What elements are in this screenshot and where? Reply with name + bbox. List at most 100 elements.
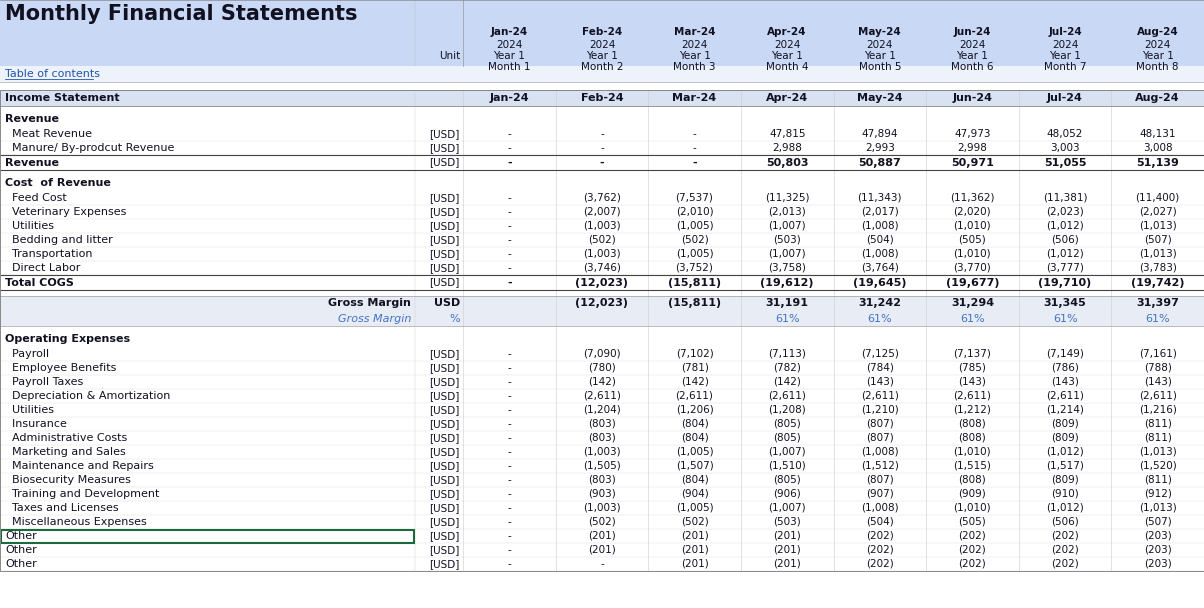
Text: (1,008): (1,008)	[861, 447, 898, 457]
Text: (2,611): (2,611)	[1046, 391, 1084, 401]
Text: -: -	[507, 363, 512, 373]
Text: (1,013): (1,013)	[1139, 503, 1176, 513]
Text: 31,294: 31,294	[951, 299, 995, 308]
Text: 61%: 61%	[775, 314, 799, 323]
Text: -: -	[507, 531, 512, 541]
Text: (785): (785)	[958, 363, 986, 373]
Text: (11,400): (11,400)	[1135, 193, 1180, 203]
Text: [USD]: [USD]	[430, 461, 460, 471]
Bar	[0, 191, 1204, 205]
Text: Jul-24: Jul-24	[1047, 93, 1084, 103]
Text: (201): (201)	[588, 545, 615, 555]
Text: (784): (784)	[866, 363, 893, 373]
Text: (7,537): (7,537)	[675, 193, 714, 203]
Text: 51,139: 51,139	[1137, 157, 1179, 167]
Text: [USD]: [USD]	[430, 391, 460, 401]
Text: Year 1: Year 1	[679, 51, 710, 61]
Text: -: -	[600, 559, 604, 569]
Text: (1,010): (1,010)	[954, 447, 991, 457]
Text: (1,012): (1,012)	[1046, 503, 1084, 513]
Text: Marketing and Sales: Marketing and Sales	[5, 447, 125, 457]
Text: (1,008): (1,008)	[861, 249, 898, 259]
Text: (804): (804)	[680, 433, 708, 443]
Text: (1,204): (1,204)	[583, 405, 621, 415]
Text: Insurance: Insurance	[5, 419, 67, 429]
Text: (2,611): (2,611)	[675, 391, 714, 401]
Text: (1,005): (1,005)	[675, 221, 714, 231]
Text: 2024: 2024	[681, 40, 708, 50]
Text: (7,161): (7,161)	[1139, 349, 1176, 359]
Text: (808): (808)	[958, 433, 986, 443]
Text: (804): (804)	[680, 475, 708, 485]
Text: -: -	[692, 129, 696, 139]
Bar	[0, 170, 1204, 176]
Text: [USD]: [USD]	[430, 475, 460, 485]
Bar	[0, 431, 1204, 445]
Text: Table of contents: Table of contents	[5, 69, 100, 79]
Bar	[0, 127, 1204, 141]
Text: 50,887: 50,887	[858, 157, 901, 167]
Text: [USD]: [USD]	[430, 263, 460, 273]
Text: -: -	[507, 193, 512, 203]
Bar	[0, 141, 1204, 155]
Bar	[0, 233, 1204, 247]
Text: (2,020): (2,020)	[954, 207, 991, 217]
Text: Feb-24: Feb-24	[582, 27, 622, 37]
Text: Apr-24: Apr-24	[766, 93, 808, 103]
Text: Mar-24: Mar-24	[674, 27, 715, 37]
Text: (2,013): (2,013)	[768, 207, 805, 217]
Text: 2,998: 2,998	[957, 143, 987, 153]
Text: (7,149): (7,149)	[1046, 349, 1084, 359]
Text: -: -	[507, 377, 512, 387]
Bar	[0, 311, 1204, 326]
Text: (502): (502)	[680, 235, 708, 245]
Bar	[0, 290, 1204, 296]
Bar	[0, 176, 1204, 191]
Text: (202): (202)	[866, 531, 893, 541]
Text: Maintenance and Repairs: Maintenance and Repairs	[5, 461, 154, 471]
Text: (19,677): (19,677)	[945, 277, 999, 288]
Text: Utilities: Utilities	[5, 405, 54, 415]
Text: Administrative Costs: Administrative Costs	[5, 433, 128, 443]
Text: (1,210): (1,210)	[861, 405, 898, 415]
Text: -: -	[507, 235, 512, 245]
Bar	[0, 375, 1204, 389]
Text: (1,008): (1,008)	[861, 503, 898, 513]
Text: 31,345: 31,345	[1044, 299, 1086, 308]
Text: (903): (903)	[588, 489, 615, 499]
Text: [USD]: [USD]	[430, 559, 460, 569]
Text: (803): (803)	[588, 475, 615, 485]
Text: (906): (906)	[773, 489, 801, 499]
Text: Month 5: Month 5	[858, 62, 901, 72]
Text: (1,005): (1,005)	[675, 249, 714, 259]
Text: (2,007): (2,007)	[583, 207, 621, 217]
Text: (780): (780)	[588, 363, 615, 373]
Text: (202): (202)	[866, 559, 893, 569]
Text: (2,017): (2,017)	[861, 207, 898, 217]
Text: (143): (143)	[1144, 377, 1171, 387]
Text: (1,012): (1,012)	[1046, 221, 1084, 231]
Text: (1,013): (1,013)	[1139, 249, 1176, 259]
Text: (202): (202)	[1051, 531, 1079, 541]
Text: 48,052: 48,052	[1046, 129, 1084, 139]
Text: Monthly Financial Statements: Monthly Financial Statements	[5, 4, 358, 24]
Text: 3,003: 3,003	[1050, 143, 1080, 153]
Text: (502): (502)	[588, 235, 615, 245]
Text: Month 8: Month 8	[1137, 62, 1179, 72]
Bar	[0, 445, 1204, 459]
Text: (1,013): (1,013)	[1139, 447, 1176, 457]
Text: (1,507): (1,507)	[675, 461, 714, 471]
Text: (7,137): (7,137)	[954, 349, 991, 359]
Text: (3,746): (3,746)	[583, 263, 621, 273]
Bar	[0, 473, 1204, 487]
Text: (808): (808)	[958, 475, 986, 485]
Text: -: -	[507, 405, 512, 415]
Text: (201): (201)	[680, 559, 708, 569]
Text: (2,611): (2,611)	[768, 391, 807, 401]
Text: (1,007): (1,007)	[768, 447, 805, 457]
Text: Jun-24: Jun-24	[952, 93, 992, 103]
Text: -: -	[507, 221, 512, 231]
Text: -: -	[507, 447, 512, 457]
Text: Transportation: Transportation	[5, 249, 93, 259]
Text: Year 1: Year 1	[586, 51, 618, 61]
